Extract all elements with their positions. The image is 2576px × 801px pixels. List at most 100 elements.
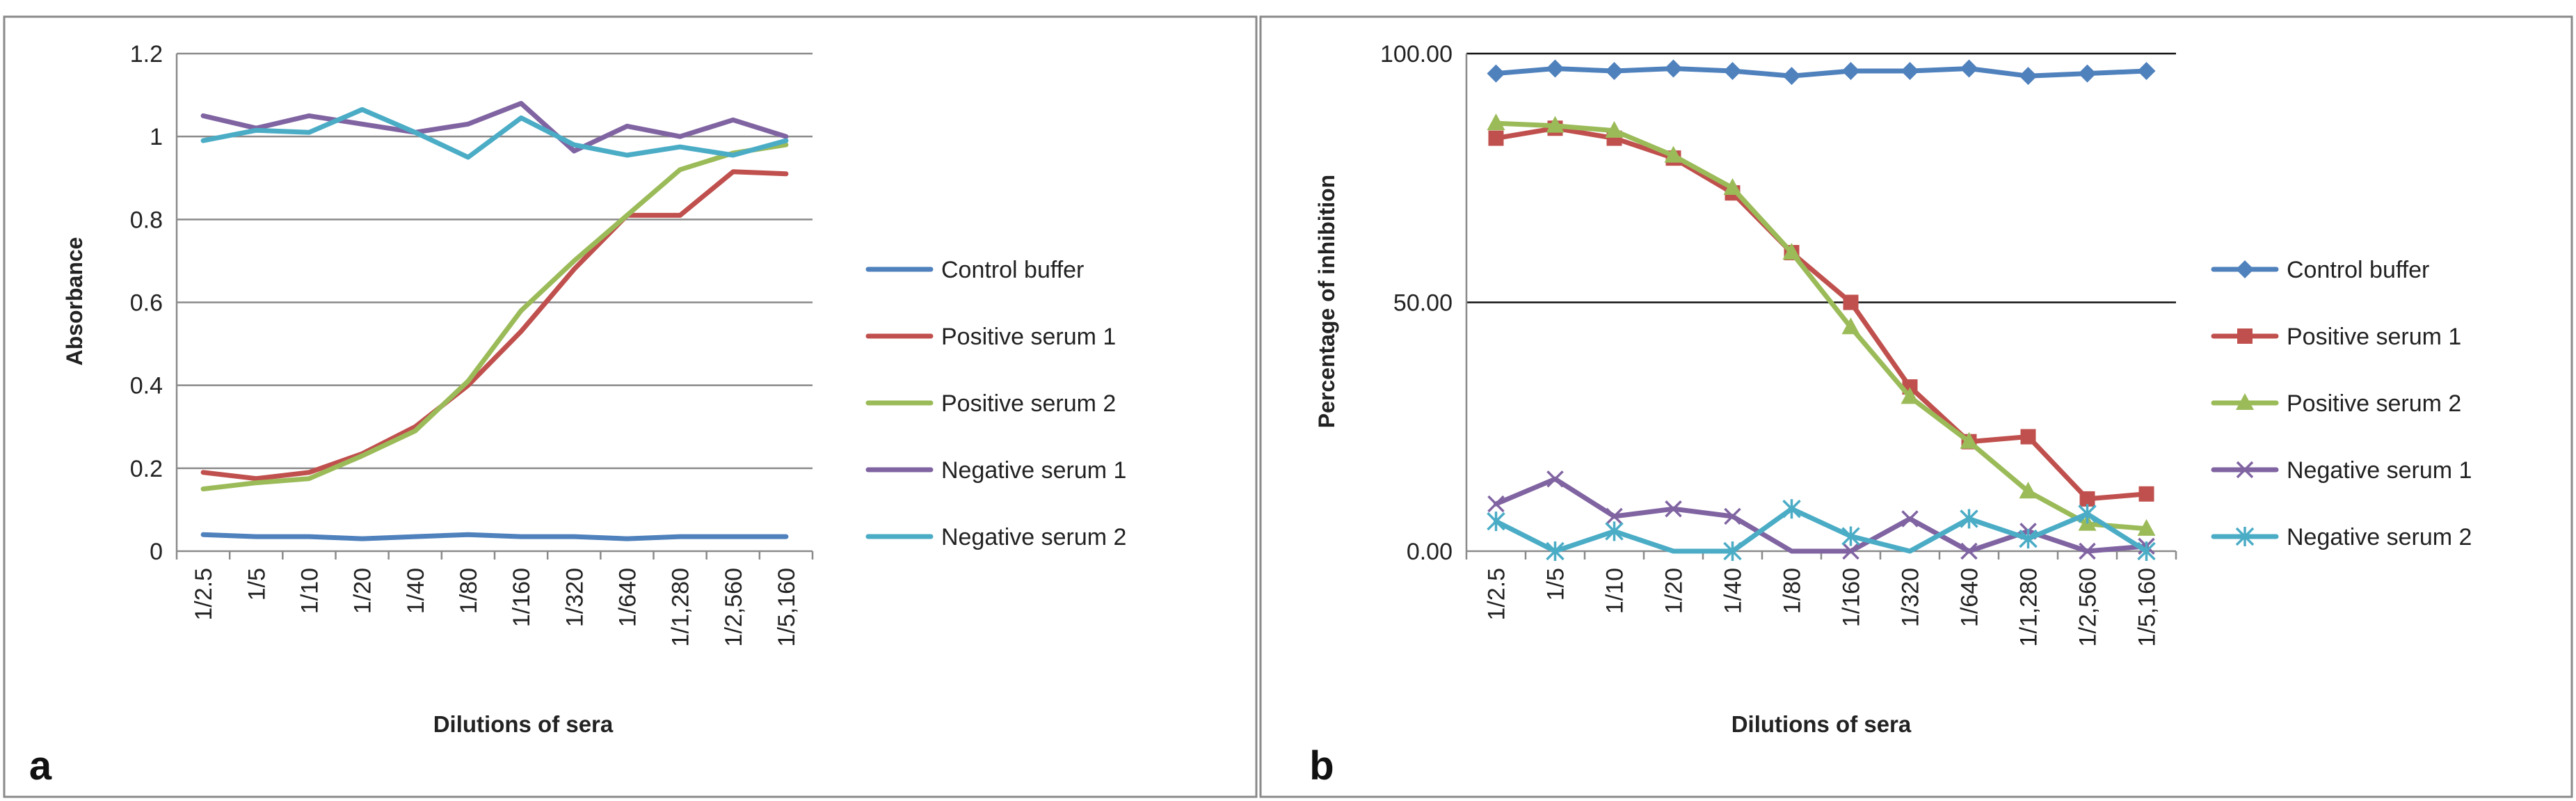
a-y-tick-0: 0 <box>150 539 163 565</box>
b-data-point-control-buffer <box>1664 59 1683 78</box>
b-data-point-negative-serum-2 <box>2019 529 2038 549</box>
b-data-point-positive-serum-1 <box>1843 294 1859 310</box>
b-y-tick-50-00: 50.00 <box>1393 290 1453 317</box>
b-data-point-negative-serum-1 <box>1665 500 1682 518</box>
a-legend-label-positive-serum-2: Positive serum 2 <box>941 390 1116 417</box>
b-data-point-control-buffer <box>1901 62 1919 81</box>
b-data-point-negative-serum-2 <box>1605 521 1624 541</box>
b-series-line-negative-serum-2 <box>1494 506 2149 554</box>
b-data-point-negative-serum-1 <box>1960 542 1978 560</box>
panel-a-x-tick-labels: 1/2.5 1/5 1/10 1/20 1/40 1/80 1/160 1/320 1/640 1… <box>191 568 800 647</box>
b-data-point-positive-serum-2 <box>1841 317 1860 335</box>
panel-a-frame <box>3 15 1258 798</box>
a-x-tick-1-160: 1/160 <box>509 568 535 627</box>
b-data-point-control-buffer <box>1960 59 1978 78</box>
b-data-point-negative-serum-2 <box>2137 541 2156 561</box>
a-legend-label-positive-serum-1: Positive serum 1 <box>941 324 1116 350</box>
a-y-tick-1-2: 1.2 <box>130 41 163 68</box>
b-data-point-positive-serum-1 <box>2138 486 2154 502</box>
panel-b-frame <box>1259 15 2573 798</box>
b-data-point-negative-serum-2 <box>1782 499 1801 519</box>
a-x-tick-1-640: 1/640 <box>614 568 641 627</box>
b-data-point-control-buffer <box>2019 67 2038 86</box>
a-legend-label-control-buffer: Control buffer <box>941 257 1084 283</box>
b-legend-label-negative-serum-2: Negative serum 2 <box>2287 524 2472 550</box>
b-data-point-positive-serum-2 <box>1546 116 1565 133</box>
b-data-point-control-buffer <box>2078 64 2097 83</box>
b-data-point-control-buffer <box>1605 62 1624 81</box>
panel-b-series <box>1487 59 2156 561</box>
panel-b-x-tick-labels: 1/2.5 1/5 1/10 1/20 1/40 1/80 1/160 1/320 1/640 1… <box>1484 568 2161 647</box>
panel-a-gridlines <box>175 52 814 560</box>
b-data-point-negative-serum-2 <box>1546 541 1565 561</box>
b-data-point-positive-serum-1 <box>2020 429 2036 445</box>
b-x-tick-1-160: 1/160 <box>1839 568 1865 627</box>
b-data-point-negative-serum-2 <box>1841 526 1860 546</box>
panel-b-x-axis-title: Dilutions of sera <box>1731 711 1912 737</box>
b-data-point-negative-serum-2 <box>2078 504 2097 524</box>
b-x-tick-1-5-160: 1/5,160 <box>2134 568 2161 647</box>
b-data-point-negative-serum-1 <box>1546 470 1564 488</box>
b-series-line-control-buffer <box>1494 66 2149 79</box>
a-y-tick-0-6: 0.6 <box>130 290 163 317</box>
b-data-point-negative-serum-1 <box>1487 495 1505 513</box>
b-data-point-negative-serum-2 <box>1723 541 1742 561</box>
a-x-tick-1-1-280: 1/1,280 <box>668 568 694 647</box>
panel-a-y-axis-title: Absorbance <box>62 237 87 366</box>
b-data-point-positive-serum-1 <box>1488 130 1504 146</box>
b-x-tick-1-80: 1/80 <box>1779 568 1806 614</box>
b-data-point-negative-serum-1 <box>1606 507 1623 525</box>
a-x-tick-1-2-560: 1/2,560 <box>721 568 747 647</box>
a-y-tick-0-2: 0.2 <box>130 456 163 482</box>
panel-b-legend: Control buffer Positive serum 1 Positive s… <box>2211 257 2472 550</box>
a-legend-label-negative-serum-1: Negative serum 1 <box>941 457 1126 484</box>
b-y-tick-100-00: 100.00 <box>1380 41 1453 68</box>
a-series-line-control-buffer <box>200 532 789 541</box>
a-series-line-positive-serum-2 <box>200 142 789 492</box>
a-x-tick-1-80: 1/80 <box>456 568 482 614</box>
b-legend-marker-control-buffer <box>2236 260 2254 278</box>
b-data-point-control-buffer <box>2137 62 2156 81</box>
b-x-tick-1-5: 1/5 <box>1543 568 1569 601</box>
a-y-tick-1: 1 <box>150 124 163 150</box>
b-x-tick-1-1-280: 1/1,280 <box>2016 568 2042 647</box>
b-legend-label-control-buffer: Control buffer <box>2287 257 2429 283</box>
b-legend-marker-negative-serum-1 <box>2236 461 2254 479</box>
b-legend-label-positive-serum-1: Positive serum 1 <box>2287 324 2461 350</box>
b-legend-marker-negative-serum-2 <box>2235 527 2255 546</box>
a-series-line-positive-serum-1 <box>200 169 789 482</box>
b-data-point-positive-serum-2 <box>1605 120 1624 138</box>
a-legend-label-negative-serum-2: Negative serum 2 <box>941 524 1126 550</box>
b-data-point-negative-serum-1 <box>1842 542 1859 560</box>
b-data-point-control-buffer <box>1723 62 1742 81</box>
b-x-tick-1-20: 1/20 <box>1661 568 1688 614</box>
b-legend-label-positive-serum-2: Positive serum 2 <box>2287 390 2461 417</box>
b-x-tick-1-2-5: 1/2.5 <box>1484 568 1510 621</box>
b-x-tick-1-320: 1/320 <box>1898 568 1924 627</box>
b-data-point-negative-serum-1 <box>1901 510 1919 528</box>
b-data-point-control-buffer <box>1782 67 1801 86</box>
b-data-point-positive-serum-2 <box>1901 387 1919 404</box>
b-data-point-positive-serum-2 <box>1782 243 1801 260</box>
a-x-tick-1-2-5: 1/2.5 <box>191 568 217 621</box>
b-data-point-positive-serum-2 <box>1487 113 1505 131</box>
b-data-point-positive-serum-2 <box>2019 482 2038 499</box>
b-data-point-positive-serum-2 <box>1960 431 1978 449</box>
b-series-line-positive-serum-1 <box>1494 125 2149 502</box>
panel-b-y-axis-title: Percentage of inhibition <box>1314 175 1339 428</box>
a-x-tick-1-5: 1/5 <box>243 568 270 601</box>
panel-a-series <box>200 101 789 541</box>
a-x-tick-1-320: 1/320 <box>561 568 588 627</box>
b-x-tick-1-2-560: 1/2,560 <box>2075 568 2102 647</box>
b-data-point-positive-serum-1 <box>2079 491 2095 507</box>
panel-b-label: b <box>1309 743 1334 788</box>
panel-b-y-tick-labels: 0.00 50.00 100.00 <box>1380 41 1453 565</box>
b-data-point-control-buffer <box>1487 64 1505 83</box>
b-data-point-negative-serum-2 <box>1960 509 1978 529</box>
b-data-point-positive-serum-2 <box>2137 518 2156 536</box>
a-x-tick-1-10: 1/10 <box>296 568 323 614</box>
b-legend-marker-positive-serum-2 <box>2236 393 2254 410</box>
a-series-line-negative-serum-1 <box>200 101 789 154</box>
panel-a-y-tick-labels: 0 0.2 0.4 0.6 0.8 1 1.2 <box>130 41 163 565</box>
